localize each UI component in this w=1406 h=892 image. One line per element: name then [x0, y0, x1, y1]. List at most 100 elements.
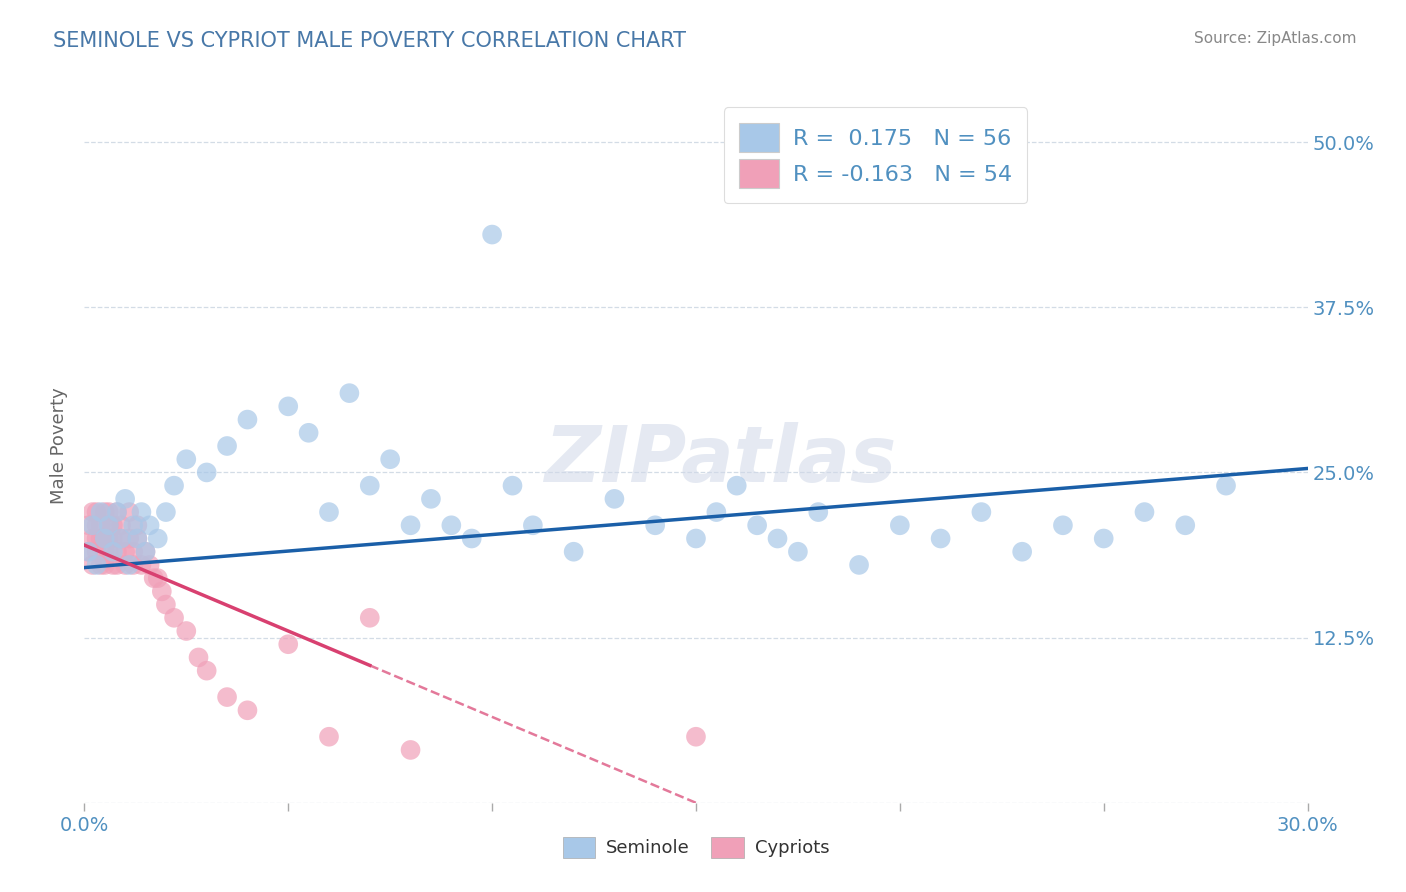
Point: [105, 505, 128, 519]
Point: [90, 505, 112, 519]
Point: [90, 558, 112, 572]
Point: [399, 518, 422, 533]
Point: [217, 690, 239, 704]
Point: [127, 518, 149, 533]
Point: [318, 505, 340, 519]
Point: [86, 505, 108, 519]
Point: [236, 412, 259, 426]
Point: [82, 505, 104, 519]
Text: ZIPatlas: ZIPatlas: [544, 422, 897, 499]
Point: [318, 730, 340, 744]
Point: [101, 558, 124, 572]
Point: [105, 558, 128, 572]
Point: [481, 227, 503, 242]
Point: [131, 505, 153, 519]
Point: [77, 518, 100, 533]
Point: [93, 558, 115, 572]
Point: [195, 466, 218, 480]
Point: [174, 452, 197, 467]
Legend: Seminole, Cypriots: Seminole, Cypriots: [555, 830, 837, 865]
Point: [135, 545, 157, 559]
Point: [150, 584, 173, 599]
Point: [135, 545, 157, 559]
Point: [502, 478, 524, 492]
Point: [380, 452, 402, 467]
Point: [277, 400, 299, 414]
Point: [174, 624, 197, 638]
Point: [807, 505, 830, 519]
Point: [440, 518, 463, 533]
Point: [685, 730, 707, 744]
Point: [118, 532, 141, 546]
Point: [101, 532, 124, 546]
Point: [766, 532, 789, 546]
Point: [1052, 518, 1074, 533]
Point: [90, 518, 112, 533]
Point: [522, 518, 544, 533]
Point: [90, 532, 112, 546]
Point: [122, 558, 145, 572]
Point: [122, 545, 145, 559]
Point: [77, 545, 100, 559]
Point: [339, 386, 361, 401]
Point: [146, 571, 169, 585]
Point: [105, 545, 128, 559]
Point: [644, 518, 666, 533]
Point: [97, 518, 120, 533]
Point: [114, 491, 136, 506]
Point: [399, 743, 422, 757]
Point: [1092, 532, 1115, 546]
Point: [82, 532, 104, 546]
Point: [86, 518, 108, 533]
Point: [1011, 545, 1033, 559]
Point: [725, 478, 748, 492]
Point: [155, 505, 177, 519]
Point: [187, 650, 209, 665]
Point: [131, 558, 153, 572]
Point: [889, 518, 911, 533]
Point: [93, 545, 115, 559]
Point: [929, 532, 952, 546]
Point: [787, 545, 810, 559]
Point: [82, 518, 104, 533]
Point: [105, 505, 128, 519]
Point: [86, 558, 108, 572]
Point: [97, 505, 120, 519]
Point: [1215, 478, 1237, 492]
Point: [1133, 505, 1156, 519]
Y-axis label: Male Poverty: Male Poverty: [51, 388, 69, 504]
Point: [114, 558, 136, 572]
Point: [706, 505, 728, 519]
Point: [118, 505, 141, 519]
Point: [236, 703, 259, 717]
Point: [195, 664, 218, 678]
Point: [142, 571, 165, 585]
Text: Source: ZipAtlas.com: Source: ZipAtlas.com: [1194, 31, 1357, 46]
Point: [97, 518, 120, 533]
Point: [122, 518, 145, 533]
Point: [685, 532, 707, 546]
Point: [970, 505, 993, 519]
Point: [110, 518, 132, 533]
Point: [101, 545, 124, 559]
Point: [138, 558, 160, 572]
Point: [562, 545, 585, 559]
Point: [603, 491, 626, 506]
Point: [359, 478, 381, 492]
Point: [97, 532, 120, 546]
Point: [101, 518, 124, 533]
Point: [163, 478, 186, 492]
Point: [461, 532, 484, 546]
Point: [97, 545, 120, 559]
Point: [277, 637, 299, 651]
Point: [155, 598, 177, 612]
Point: [77, 545, 100, 559]
Text: SEMINOLE VS CYPRIOT MALE POVERTY CORRELATION CHART: SEMINOLE VS CYPRIOT MALE POVERTY CORRELA…: [53, 31, 686, 51]
Point: [110, 532, 132, 546]
Point: [138, 518, 160, 533]
Point: [848, 558, 870, 572]
Point: [86, 545, 108, 559]
Point: [359, 611, 381, 625]
Point: [747, 518, 769, 533]
Point: [93, 505, 115, 519]
